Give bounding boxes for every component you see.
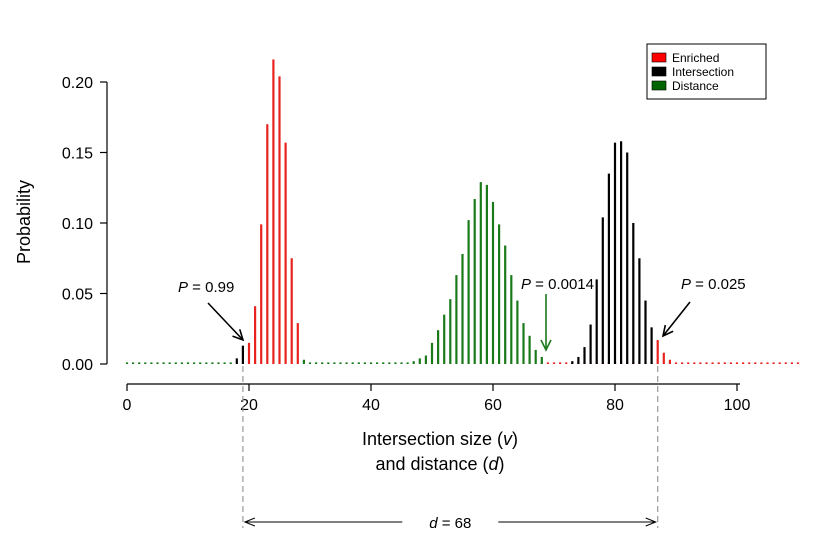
annotation-p2: P = 0.0014 <box>521 276 594 293</box>
legend-swatch-enriched <box>651 52 667 63</box>
annotation-p1: P = 0.99 <box>178 279 234 296</box>
x-tick-label-4: 80 <box>606 397 624 414</box>
y-tick-label-1: 0.05 <box>62 287 93 304</box>
x-tick-label-2: 40 <box>362 397 380 414</box>
y-tick-label-4: 0.20 <box>62 75 93 92</box>
distance-arrowhead-right <box>645 517 658 527</box>
distance-arrowhead-left <box>243 517 256 527</box>
distance-bracket: d = 68 <box>242 366 659 532</box>
annotations: P = 0.99 P = 0.0014 P = 0.025 <box>178 276 746 352</box>
y-tick-label-3: 0.15 <box>62 146 93 163</box>
y-tick-label-2: 0.10 <box>62 216 93 233</box>
legend-box <box>646 43 767 100</box>
x-tick-label-1: 20 <box>240 397 258 414</box>
annotation-arrowhead-p1 <box>232 329 245 342</box>
legend-label-intersection: Intersection <box>672 65 734 79</box>
legend-label-enriched: Enriched <box>672 51 719 65</box>
x-tick-label-3: 60 <box>484 397 502 414</box>
bars <box>125 59 800 364</box>
x-tick-label-0: 0 <box>123 397 132 414</box>
x-tick-label-5: 100 <box>724 397 751 414</box>
legend-swatch-intersection <box>651 66 667 77</box>
y-axis-title: Probability <box>14 180 34 264</box>
annotation-p3: P = 0.025 <box>681 276 746 293</box>
annotation-arrow-p1 <box>207 302 244 341</box>
x-axis-title-line2: and distance (d) <box>375 454 504 474</box>
distance-label: d = 68 <box>429 515 471 532</box>
y-tick-label-0: 0.00 <box>62 357 93 374</box>
annotation-arrowhead-p3 <box>661 324 674 338</box>
ticks: 0 20 40 60 80 100 0.00 0.05 0.10 0.15 0.20 <box>62 75 751 414</box>
x-axis-title-line1: Intersection size (v) <box>362 429 518 449</box>
legend-swatch-distance <box>651 80 667 91</box>
legend-label-distance: Distance <box>672 79 719 93</box>
annotation-arrow-p3 <box>662 301 691 337</box>
annotation-arrowhead-p2 <box>540 339 552 352</box>
